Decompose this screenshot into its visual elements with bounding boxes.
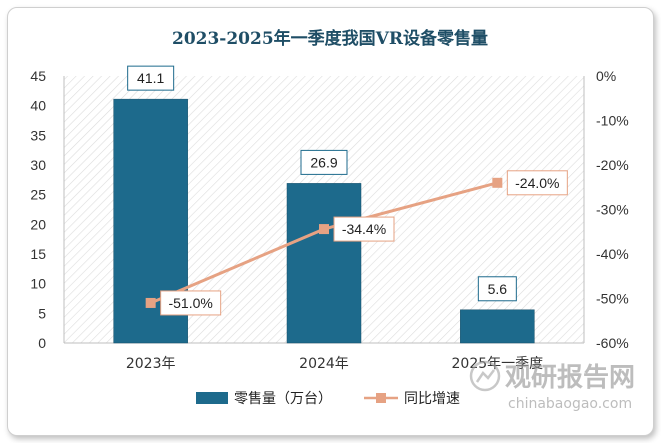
- watermark: 观研报告网 chinabaogao.com: [469, 360, 635, 412]
- watermark-brand: 观研报告网: [505, 362, 635, 393]
- growth-data-label: -34.4%: [342, 221, 386, 237]
- y-left-tick-label: 45: [30, 68, 46, 84]
- y-right-tick-label: -20%: [596, 157, 629, 173]
- bar: [286, 183, 362, 344]
- chart-title: 2023-2025年一季度我国VR设备零售量: [172, 28, 488, 49]
- legend: 零售量（万台） 同比增速: [196, 391, 460, 407]
- growth-data-label-box: [333, 216, 395, 242]
- legend-swatch-bar: [196, 392, 228, 404]
- bar-data-label: 41.1: [137, 70, 164, 86]
- plot-area: 0 5 10 15 20 25 30 35 40 45 -60% -50% -40% -30% -20% -1…: [30, 65, 629, 372]
- chart-frame: 2023-2025年一季度我国VR设备零售量 0 5 10 15 20 25 30 35 40 4…: [7, 7, 654, 436]
- growth-point: [492, 177, 503, 188]
- watermark-url: chinabaogao.com: [508, 396, 632, 412]
- y-left-tick-label: 40: [30, 98, 46, 114]
- growth-data-label: -24.0%: [515, 175, 559, 191]
- y-left-tick-label: 15: [30, 246, 46, 262]
- legend-swatch-marker: [376, 393, 386, 403]
- growth-data-label-box: [506, 170, 568, 196]
- growth-point: [319, 224, 329, 235]
- y-right-tick-label: -40%: [596, 246, 629, 262]
- bar-data-label-box: [300, 149, 348, 175]
- y-left-tick-label: 20: [30, 216, 46, 232]
- y-left-tick-label: 30: [30, 157, 46, 173]
- y-right-tick-label: 0%: [596, 68, 616, 84]
- chart-svg: 2023-2025年一季度我国VR设备零售量 0 5 10 15 20 25 30 35 40 4…: [30, 28, 635, 412]
- growth-data-label: -51.0%: [168, 295, 212, 311]
- y-right-tick-label: -50%: [596, 291, 629, 307]
- growth-data-label-box: [160, 290, 222, 316]
- y-left-tick-label: 5: [38, 305, 46, 321]
- y-left-tick-label: 25: [30, 187, 46, 203]
- y-left-tick-label: 35: [30, 127, 46, 143]
- watermark-logo-icon: [469, 360, 501, 392]
- bar-data-label-box: [477, 276, 517, 302]
- legend-label-growth: 同比增速: [404, 391, 460, 407]
- y-right-tick-label: -10%: [596, 113, 629, 129]
- y-right-tick-label: -30%: [596, 202, 629, 218]
- x-tick-label: 2023年: [126, 356, 176, 372]
- legend-label-sales: 零售量（万台）: [234, 391, 332, 407]
- bar: [460, 309, 535, 344]
- growth-point: [145, 297, 156, 308]
- bar-data-label: 5.6: [488, 281, 508, 297]
- y-right-tick-label: -60%: [596, 335, 629, 351]
- bar-data-label: 26.9: [310, 154, 337, 170]
- y-left-tick-label: 10: [30, 276, 46, 292]
- x-tick-label: 2024年: [299, 356, 349, 372]
- y-left-tick-label: 0: [38, 335, 46, 351]
- bar-data-label-box: [127, 65, 175, 91]
